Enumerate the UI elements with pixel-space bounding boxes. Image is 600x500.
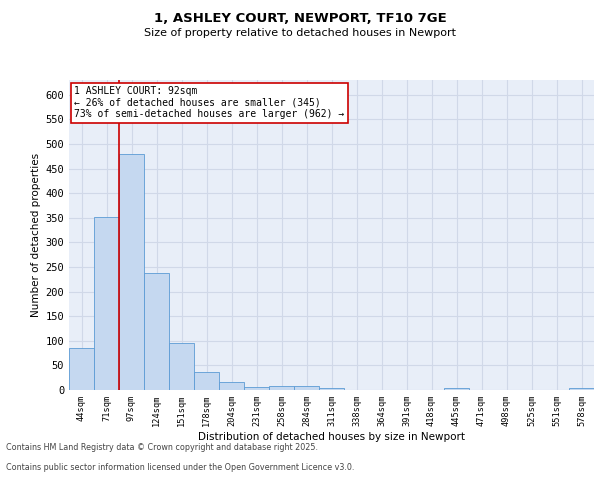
Bar — [119, 154, 144, 390]
Text: Contains HM Land Registry data © Crown copyright and database right 2025.: Contains HM Land Registry data © Crown c… — [6, 442, 318, 452]
X-axis label: Distribution of detached houses by size in Newport: Distribution of detached houses by size … — [198, 432, 465, 442]
Y-axis label: Number of detached properties: Number of detached properties — [31, 153, 41, 317]
Bar — [294, 386, 319, 390]
Bar — [319, 388, 344, 390]
Bar — [569, 388, 594, 390]
Bar — [219, 382, 244, 390]
Bar — [444, 388, 469, 390]
Text: 1, ASHLEY COURT, NEWPORT, TF10 7GE: 1, ASHLEY COURT, NEWPORT, TF10 7GE — [154, 12, 446, 26]
Bar — [244, 386, 269, 390]
Bar — [269, 386, 294, 390]
Bar — [194, 372, 219, 390]
Text: Size of property relative to detached houses in Newport: Size of property relative to detached ho… — [144, 28, 456, 38]
Bar — [169, 343, 194, 390]
Bar — [94, 218, 119, 390]
Bar — [69, 348, 94, 390]
Text: 1 ASHLEY COURT: 92sqm
← 26% of detached houses are smaller (345)
73% of semi-det: 1 ASHLEY COURT: 92sqm ← 26% of detached … — [74, 86, 344, 120]
Text: Contains public sector information licensed under the Open Government Licence v3: Contains public sector information licen… — [6, 462, 355, 471]
Bar — [144, 274, 169, 390]
